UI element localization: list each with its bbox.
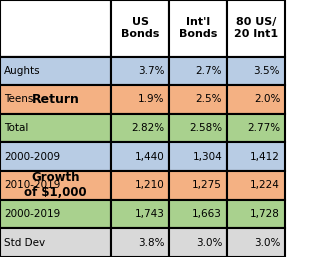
Bar — [227, 0, 285, 57]
Bar — [169, 0, 227, 57]
Bar — [0, 228, 111, 257]
Bar — [227, 142, 285, 171]
Text: Std Dev: Std Dev — [4, 238, 45, 248]
Bar — [111, 114, 169, 142]
Bar — [111, 0, 169, 57]
Text: 1,663: 1,663 — [192, 209, 222, 219]
Text: Teens: Teens — [4, 95, 33, 105]
Text: 1,224: 1,224 — [250, 180, 280, 190]
Bar — [169, 114, 227, 142]
Bar — [227, 171, 285, 200]
Bar — [227, 114, 285, 142]
Bar — [111, 57, 169, 85]
Text: US
Bonds: US Bonds — [121, 17, 159, 39]
Text: 1,275: 1,275 — [192, 180, 222, 190]
Text: Aughts: Aughts — [4, 66, 41, 76]
Text: 80 US/
20 Int1: 80 US/ 20 Int1 — [234, 17, 278, 39]
Bar — [0, 85, 111, 114]
Text: 3.8%: 3.8% — [138, 238, 164, 248]
Text: 1,440: 1,440 — [135, 152, 164, 162]
Text: 2.5%: 2.5% — [196, 95, 222, 105]
Bar — [227, 228, 285, 257]
Text: 1,210: 1,210 — [135, 180, 164, 190]
Text: 3.5%: 3.5% — [254, 66, 280, 76]
Text: 3.0%: 3.0% — [254, 238, 280, 248]
Bar — [0, 142, 111, 171]
Text: Growth
of $1,000: Growth of $1,000 — [24, 171, 87, 199]
Bar — [169, 200, 227, 228]
Bar — [0, 57, 111, 85]
Text: 1,304: 1,304 — [193, 152, 222, 162]
Bar — [169, 228, 227, 257]
Text: Return: Return — [32, 93, 80, 106]
Bar — [227, 57, 285, 85]
Bar — [111, 228, 169, 257]
Bar — [169, 57, 227, 85]
Text: 3.0%: 3.0% — [196, 238, 222, 248]
Bar — [111, 200, 169, 228]
Bar — [169, 85, 227, 114]
Text: 1,412: 1,412 — [250, 152, 280, 162]
Text: 2.82%: 2.82% — [131, 123, 164, 133]
Bar — [0, 200, 111, 228]
Bar — [0, 142, 111, 228]
Text: 2010-2019: 2010-2019 — [4, 180, 60, 190]
Text: 2000-2009: 2000-2009 — [4, 152, 60, 162]
Bar — [0, 0, 111, 57]
Bar — [0, 57, 111, 142]
Bar — [111, 142, 169, 171]
Text: 2.58%: 2.58% — [189, 123, 222, 133]
Text: 2.7%: 2.7% — [196, 66, 222, 76]
Bar — [169, 171, 227, 200]
Bar — [227, 85, 285, 114]
Bar — [0, 171, 111, 200]
Text: Int'l
Bonds: Int'l Bonds — [179, 17, 217, 39]
Bar — [169, 142, 227, 171]
Text: 1,728: 1,728 — [250, 209, 280, 219]
Text: 3.7%: 3.7% — [138, 66, 164, 76]
Text: 2000-2019: 2000-2019 — [4, 209, 60, 219]
Text: 1.9%: 1.9% — [138, 95, 164, 105]
Bar — [0, 114, 111, 142]
Text: Total: Total — [4, 123, 28, 133]
Bar — [111, 171, 169, 200]
Text: 2.0%: 2.0% — [254, 95, 280, 105]
Text: 1,743: 1,743 — [134, 209, 164, 219]
Bar — [227, 200, 285, 228]
Text: 2.77%: 2.77% — [247, 123, 280, 133]
Bar — [111, 85, 169, 114]
